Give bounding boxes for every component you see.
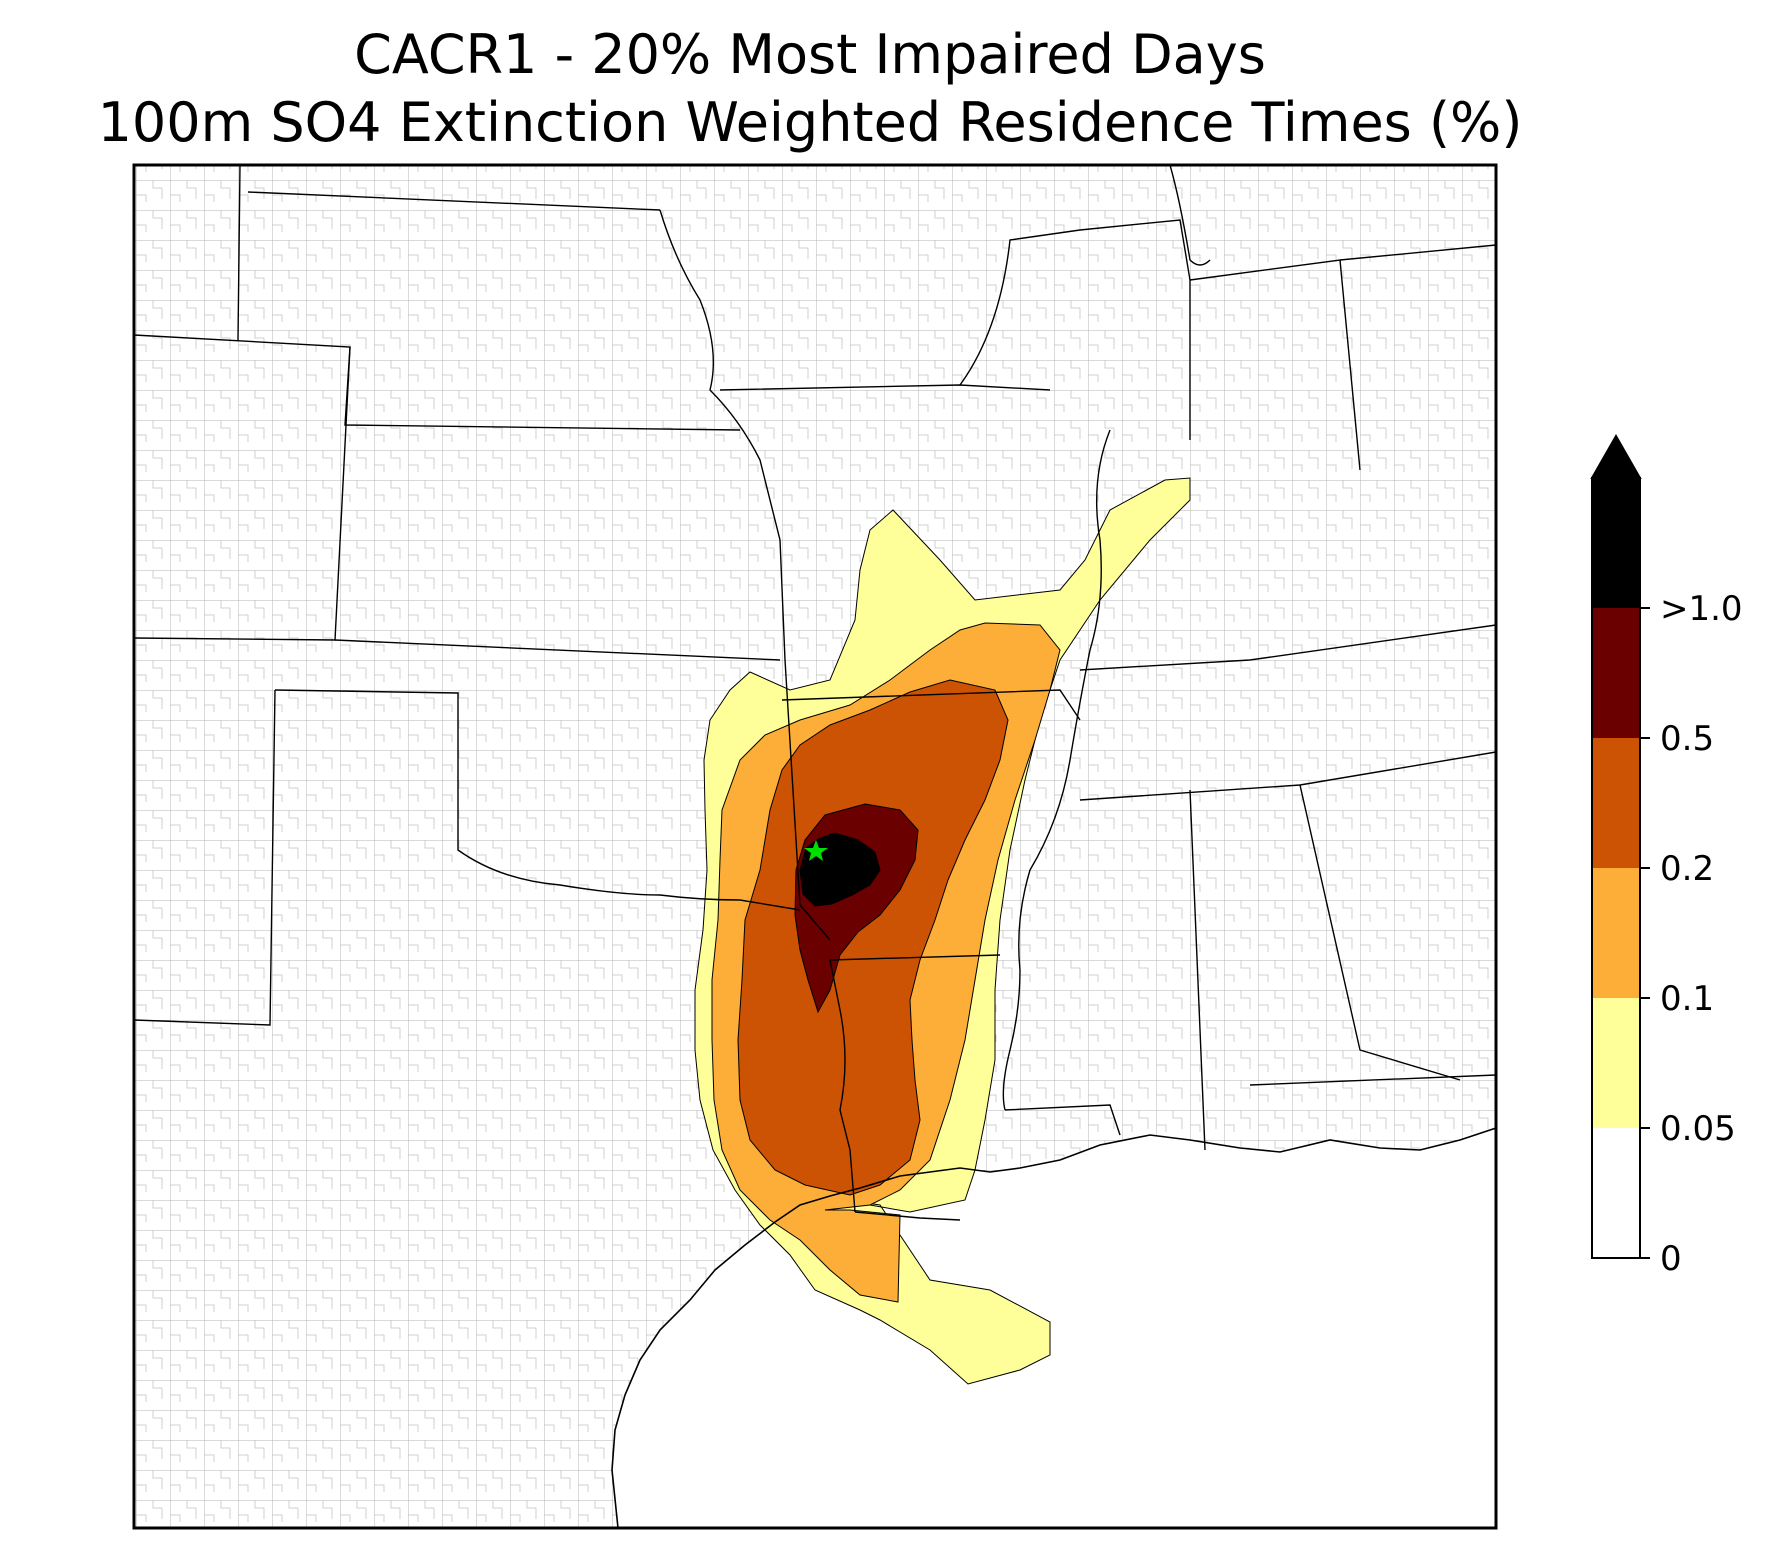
- map-area: [134, 165, 1496, 1528]
- colorbar-tick-label: 0.5: [1660, 719, 1714, 759]
- colorbar-tick-label: 0.1: [1660, 979, 1714, 1019]
- colorbar-extend-arrow: [1590, 433, 1642, 479]
- colorbar-bin-0.2-0.5: [1592, 738, 1640, 868]
- map-title-line-2: 100m SO4 Extinction Weighted Residence T…: [97, 91, 1523, 154]
- site-marker-star: [804, 840, 828, 861]
- colorbar-bin-0.5-1.0: [1592, 608, 1640, 738]
- map-frame: [132, 163, 1498, 1530]
- colorbar-bin-0-0.05: [1592, 1128, 1640, 1258]
- residence-time-contours: [694, 477, 1191, 1385]
- map-title-line-1: CACR1 - 20% Most Impaired Days: [354, 23, 1266, 86]
- colorbar-tick-label: 0: [1660, 1239, 1682, 1279]
- colorbar-bin-0.05-0.1: [1592, 998, 1640, 1128]
- colorbar-tick-label: >1.0: [1660, 589, 1743, 629]
- gulf-coastline: [611, 1127, 1496, 1528]
- colorbar-bin-0.1-0.2: [1592, 868, 1640, 998]
- state-boundaries: [134, 165, 1496, 1221]
- colorbar-tick-label: 0.05: [1660, 1109, 1736, 1149]
- colorbar: 0 0.05 0.1 0.2 0.5 >1.0: [1590, 433, 1743, 1279]
- colorbar-bin->1.0: [1592, 478, 1640, 608]
- contour-0.2: [737, 679, 1009, 1196]
- colorbar-tick-label: 0.2: [1660, 849, 1714, 889]
